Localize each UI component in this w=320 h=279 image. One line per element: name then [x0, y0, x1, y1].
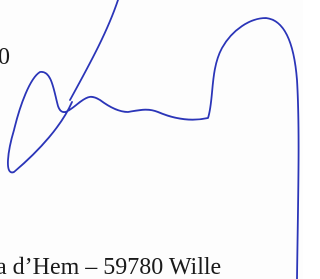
document-view: 0 a d’Hem – 59780 Wille: [0, 0, 303, 279]
text-fragment: 0: [0, 44, 10, 70]
signature: [8, 0, 299, 279]
address-line: a d’Hem – 59780 Wille: [0, 254, 221, 279]
scanned-document: 0 a d’Hem – 59780 Wille: [0, 0, 303, 279]
